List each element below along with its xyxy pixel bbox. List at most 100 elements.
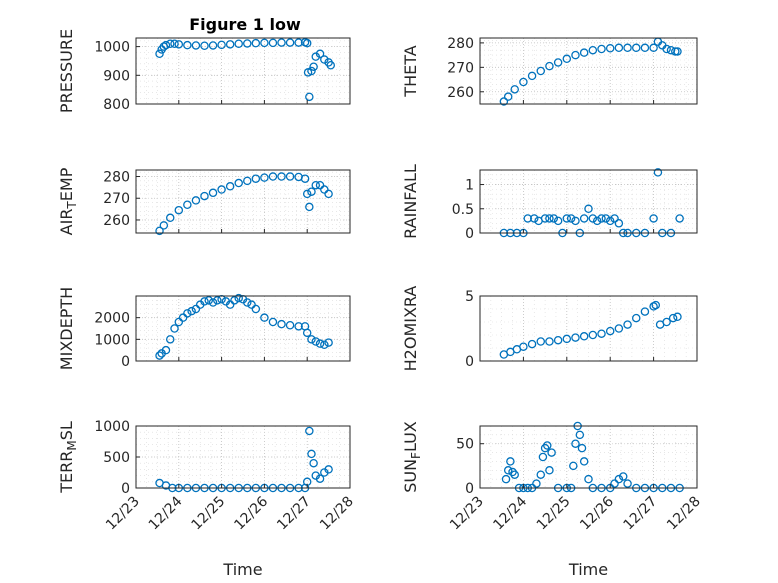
data-point xyxy=(174,317,184,327)
data-point xyxy=(300,174,310,183)
data-point xyxy=(320,185,329,194)
data-point xyxy=(662,317,671,327)
y-tick-label: 0 xyxy=(121,481,130,497)
data-point xyxy=(579,48,589,57)
data-point xyxy=(234,178,243,188)
data-point xyxy=(307,335,316,344)
data-point xyxy=(294,38,303,47)
data-point xyxy=(200,191,209,201)
data-point xyxy=(165,335,175,344)
data-point xyxy=(668,313,678,323)
data-point xyxy=(553,335,563,345)
data-point xyxy=(217,40,226,50)
data-point xyxy=(251,38,261,48)
y-axis-label: RAINFALL xyxy=(401,164,420,239)
data-point xyxy=(234,293,243,303)
axes-box xyxy=(479,37,698,105)
data-point xyxy=(631,43,641,53)
y-tick-label: 0.5 xyxy=(452,202,474,218)
y-tick-label: 5 xyxy=(465,289,474,305)
axes-box xyxy=(479,295,698,362)
data-point xyxy=(277,319,286,329)
data-point xyxy=(200,297,209,306)
y-tick-label: 280 xyxy=(447,36,474,52)
data-point xyxy=(675,214,684,223)
data-point xyxy=(532,479,541,488)
data-point xyxy=(605,44,615,53)
data-point xyxy=(187,306,196,316)
data-point xyxy=(673,312,682,322)
y-tick-label: 0 xyxy=(121,354,130,370)
data-point xyxy=(588,45,598,55)
data-point xyxy=(545,61,554,71)
data-point xyxy=(302,189,312,199)
y-tick-label: 800 xyxy=(103,97,130,113)
data-point xyxy=(588,330,598,340)
plot-area xyxy=(136,170,350,233)
data-point xyxy=(614,43,624,53)
data-point xyxy=(315,49,325,59)
data-point xyxy=(579,457,589,466)
data-point xyxy=(213,296,222,305)
data-point xyxy=(311,180,321,190)
data-point xyxy=(183,309,192,318)
data-point xyxy=(183,200,192,210)
data-point xyxy=(610,479,619,488)
data-point xyxy=(597,44,606,54)
data-point xyxy=(326,61,335,70)
data-point xyxy=(618,472,628,481)
data-point xyxy=(161,40,171,50)
data-point xyxy=(519,77,528,87)
y-tick-label: 50 xyxy=(456,437,474,453)
data-point xyxy=(673,47,682,56)
data-point xyxy=(260,173,269,182)
data-point xyxy=(311,52,321,61)
data-point xyxy=(285,172,295,181)
data-point xyxy=(277,172,286,181)
data-point xyxy=(523,214,532,223)
x-axis-label: Time xyxy=(568,560,608,579)
data-point xyxy=(562,334,572,344)
y-axis-label: SUNFLUX xyxy=(401,421,423,493)
data-point xyxy=(155,226,164,236)
data-point xyxy=(649,43,658,53)
data-point xyxy=(649,214,658,223)
data-point xyxy=(610,214,619,223)
data-point xyxy=(547,448,556,457)
data-point xyxy=(155,49,164,59)
data-point xyxy=(519,342,528,351)
data-point xyxy=(315,339,325,348)
data-point xyxy=(510,470,519,479)
data-point xyxy=(508,467,517,477)
data-point xyxy=(562,214,572,223)
y-axis-label: H2OMIXRA xyxy=(401,286,420,372)
figure-title: Figure 1 low xyxy=(189,15,301,34)
data-point xyxy=(579,332,589,341)
data-point xyxy=(294,322,303,331)
data-point xyxy=(597,329,606,338)
data-point xyxy=(540,443,550,453)
data-point xyxy=(191,304,201,314)
subplot-5: 0 1000 2000 MIXDEPTH xyxy=(57,287,351,370)
data-point xyxy=(243,176,252,186)
data-point xyxy=(251,174,261,183)
y-axis-label: THETA xyxy=(401,45,420,97)
y-tick-label: 280 xyxy=(103,170,130,186)
data-point xyxy=(155,351,164,360)
data-point xyxy=(499,97,509,106)
data-point xyxy=(662,44,671,54)
data-point xyxy=(623,43,632,53)
y-axis-label: PRESSURE xyxy=(57,29,76,113)
data-point xyxy=(562,54,572,64)
data-point xyxy=(260,38,269,48)
axes-box xyxy=(135,295,351,362)
axes-box xyxy=(135,37,351,105)
data-point xyxy=(569,461,578,471)
y-tick-label: 270 xyxy=(447,60,474,76)
data-point xyxy=(527,339,537,349)
subplot-6: 0 5 H2OMIXRA xyxy=(401,286,698,372)
data-point xyxy=(510,85,519,94)
data-point xyxy=(268,38,278,48)
